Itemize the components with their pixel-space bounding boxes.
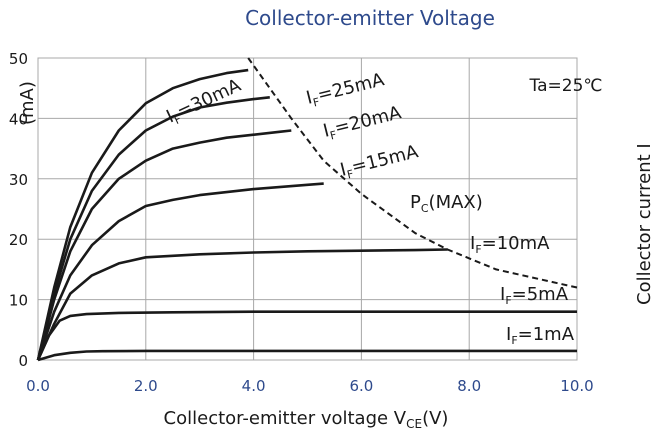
series-line <box>36 68 249 361</box>
series-layer <box>36 57 578 362</box>
series-line <box>36 129 292 361</box>
y-tick-label: 50 <box>9 50 28 68</box>
series-label-main: I <box>304 87 314 109</box>
y-tick-label: 0 <box>18 352 28 370</box>
series-label-sub: F <box>475 243 481 256</box>
y-tick-label: 20 <box>9 231 28 249</box>
x-axis-label-unit: (V) <box>422 408 448 429</box>
series-label-sub: F <box>346 167 355 181</box>
series-label-rest: =5mA <box>512 284 569 305</box>
series-label-main: P <box>410 192 421 213</box>
series-label-main: I <box>338 159 348 181</box>
x-tick-label: 2.0 <box>134 377 158 395</box>
series-line <box>36 182 324 361</box>
series-label-sub: F <box>511 334 517 347</box>
series-label-sub: F <box>312 95 321 109</box>
series-line <box>36 248 448 361</box>
chart-title: Collector-emitter Voltage <box>245 6 495 30</box>
series-label-sub: F <box>329 128 338 142</box>
conditions-label: Ta=25℃ <box>529 76 603 96</box>
x-tick-label: 10.0 <box>560 377 593 395</box>
series-label-main: I <box>500 284 505 305</box>
x-tick-label: 8.0 <box>457 377 481 395</box>
series-label: IF=10mA <box>470 233 550 256</box>
x-axis-label-main: Collector-emitter voltage V <box>164 408 407 429</box>
x-tick-label: 6.0 <box>349 377 373 395</box>
y-tick-label: 30 <box>9 171 28 189</box>
series-label: PC(MAX) <box>410 192 483 215</box>
x-axis-label: Collector-emitter voltage VCE(V) <box>164 408 449 431</box>
series-label-rest: =1mA <box>518 324 575 345</box>
x-tick-label: 0.0 <box>26 377 50 395</box>
series-label-rest: =10mA <box>482 233 551 254</box>
series-label-main: I <box>321 120 331 142</box>
series-label-sub: F <box>172 113 183 127</box>
x-tick-label: 4.0 <box>242 377 266 395</box>
series-line <box>37 349 577 362</box>
y-axis-right-label: Collector current I <box>634 143 655 305</box>
series-label-main: I <box>506 324 511 345</box>
series-label-rest: (MAX) <box>429 192 483 213</box>
y-axis-left-label: (mA) <box>17 81 38 125</box>
series-line <box>36 310 577 361</box>
series-label: IF=1mA <box>506 324 575 347</box>
x-axis-label-sub: CE <box>406 417 422 431</box>
series-line <box>36 96 270 361</box>
series-label-sub: C <box>421 202 429 215</box>
series-label: IF=5mA <box>500 284 569 307</box>
series-label-sub: F <box>505 294 511 307</box>
grid-layer <box>37 57 578 361</box>
y-tick-label: 10 <box>9 292 28 310</box>
pc-max-dashed-line <box>247 57 578 289</box>
series-label-main: I <box>470 233 475 254</box>
y-tick-label: 40 <box>9 110 28 128</box>
tick-layer: 0.0 2.0 4.0 6.0 8.0 10.0 0 10 20 30 40 50 <box>9 50 594 395</box>
